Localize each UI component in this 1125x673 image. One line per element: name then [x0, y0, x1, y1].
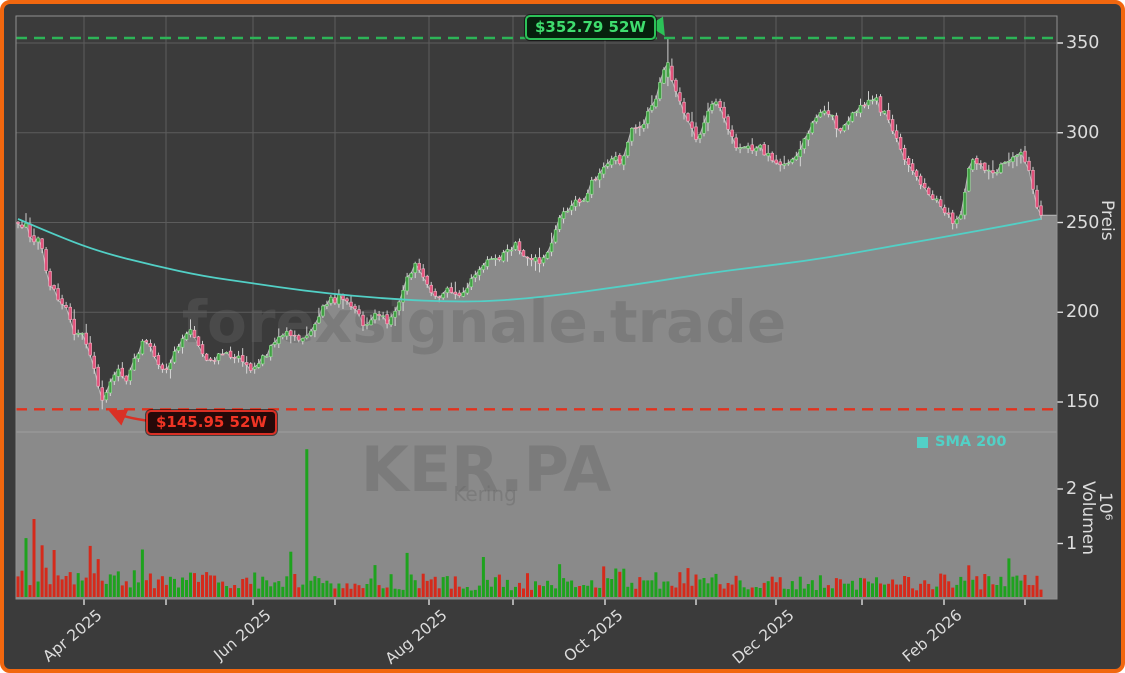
price-area-fill [16, 62, 1057, 432]
site-watermark: forexsignale.trade [182, 288, 786, 356]
volume-bars [16, 449, 1043, 597]
sma-200-line [17, 218, 1042, 303]
volume-panel-bg [16, 432, 1057, 599]
symbol-watermark: KER.PA [361, 433, 612, 506]
axis-tick-marks [83, 42, 1063, 605]
candles [16, 38, 1043, 410]
company-watermark: Kering [453, 482, 517, 506]
